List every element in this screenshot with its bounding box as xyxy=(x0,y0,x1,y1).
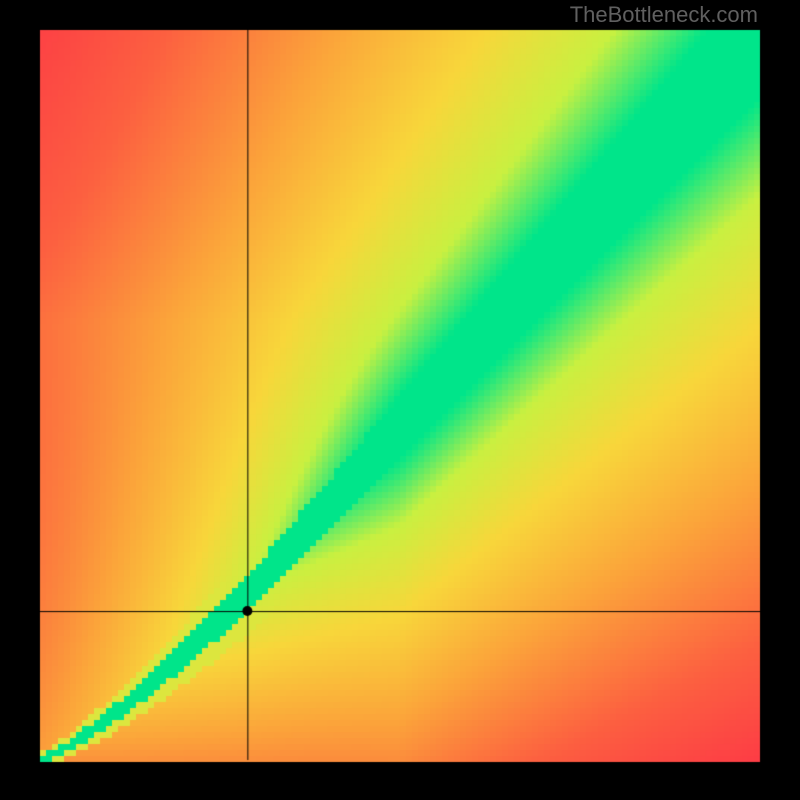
watermark-text: TheBottleneck.com xyxy=(570,2,758,28)
heatmap-canvas xyxy=(0,0,800,800)
bottleneck-heatmap-container: TheBottleneck.com xyxy=(0,0,800,800)
